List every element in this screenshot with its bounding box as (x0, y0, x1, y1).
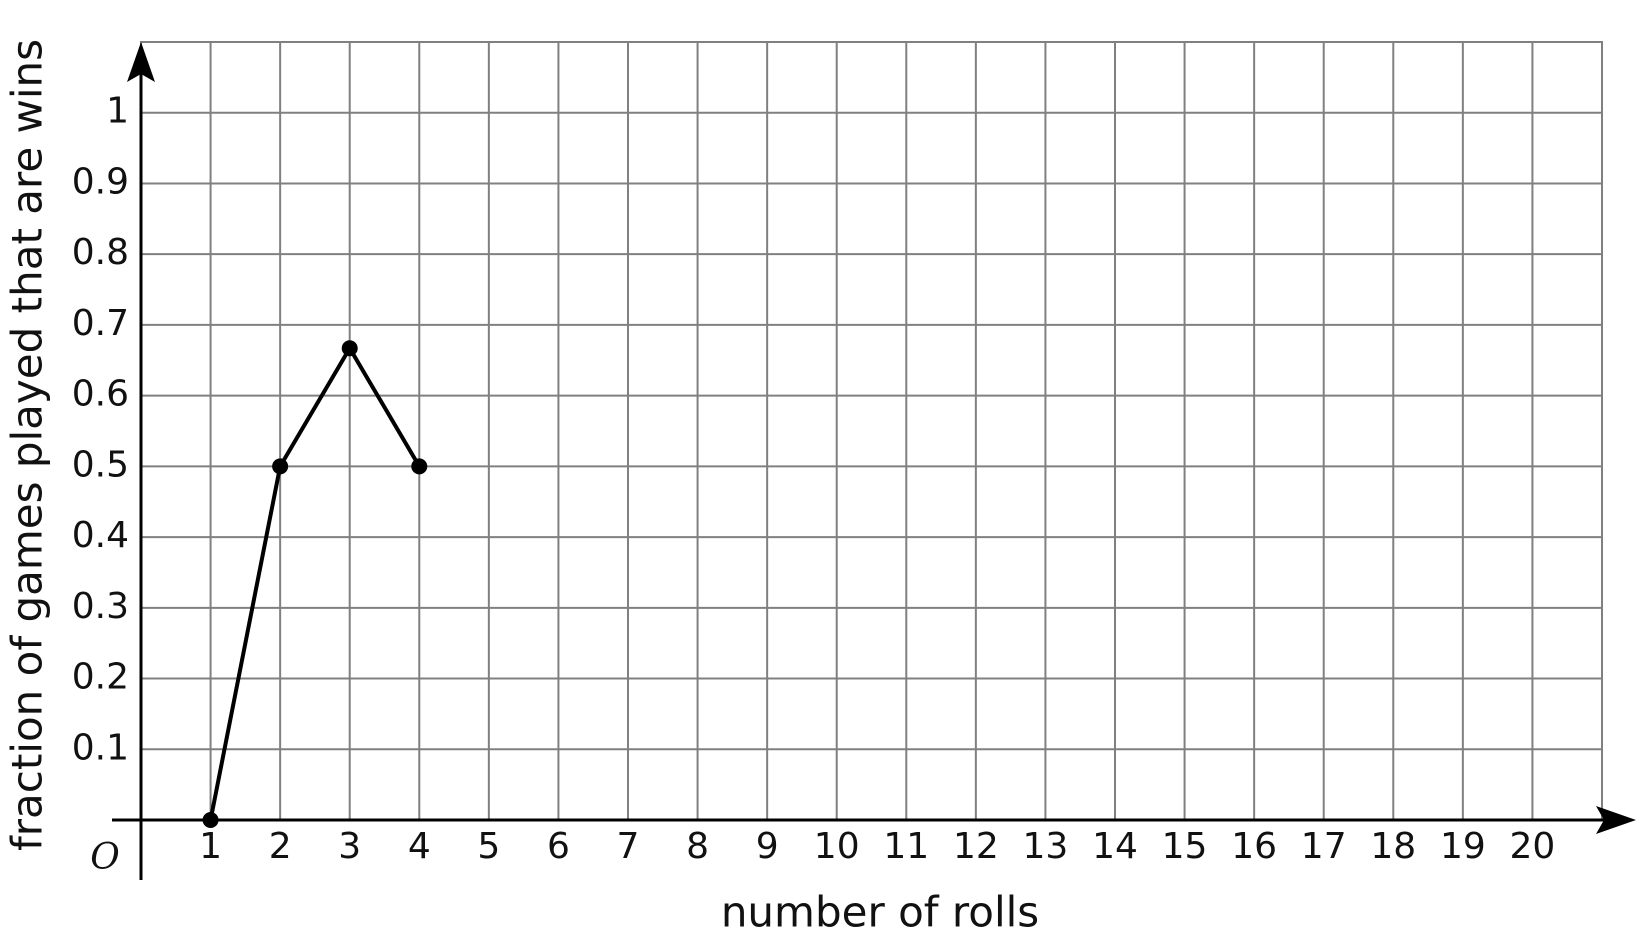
y-tick-label: 0.5 (72, 444, 129, 485)
y-axis-arrow (127, 42, 155, 82)
x-tick-label: 6 (547, 826, 570, 867)
x-tick-label: 4 (408, 826, 431, 867)
x-tick-label: 5 (477, 826, 500, 867)
x-tick-label: 9 (756, 826, 779, 867)
y-tick-label: 0.7 (72, 303, 129, 344)
data-point (202, 812, 219, 828)
y-tick-label: 0.9 (72, 161, 129, 202)
x-tick-label: 14 (1092, 826, 1138, 867)
x-tick-label: 12 (953, 826, 999, 867)
origin-label: O (90, 837, 120, 878)
y-tick-label: 0.3 (72, 586, 129, 627)
data-line (208, 344, 422, 821)
y-tick-label: 0.2 (72, 657, 129, 698)
x-tick-label: 1 (199, 826, 222, 867)
data-point (411, 458, 428, 475)
x-tick-label: 8 (686, 826, 709, 867)
x-tick-label: 13 (1023, 826, 1069, 867)
x-tick-label: 7 (617, 826, 640, 867)
x-tick-label: 11 (883, 826, 929, 867)
data-point (341, 340, 358, 357)
x-tick-label: 16 (1231, 826, 1277, 867)
x-tick-label: 19 (1440, 826, 1486, 867)
x-tick-label: 15 (1162, 826, 1208, 867)
x-axis-label: number of rolls (721, 888, 1039, 937)
data-point (272, 458, 289, 475)
x-tick-label: 18 (1370, 826, 1416, 867)
y-tick-label: 0.1 (72, 727, 129, 768)
x-tick-label: 17 (1301, 826, 1347, 867)
x-tick-label: 3 (338, 826, 361, 867)
x-tick-label: 2 (269, 826, 292, 867)
y-tick-label: 0.6 (72, 374, 129, 415)
x-tick-label: 10 (814, 826, 860, 867)
y-tick-label: 1 (106, 91, 129, 132)
x-axis-arrow (1596, 806, 1636, 834)
y-tick-label: 0.4 (72, 515, 129, 556)
y-axis-label: fraction of games played that are wins (3, 39, 52, 851)
y-tick-label: 0.8 (72, 232, 129, 273)
grid-frame (140, 41, 1603, 821)
x-tick-label: 20 (1510, 826, 1556, 867)
